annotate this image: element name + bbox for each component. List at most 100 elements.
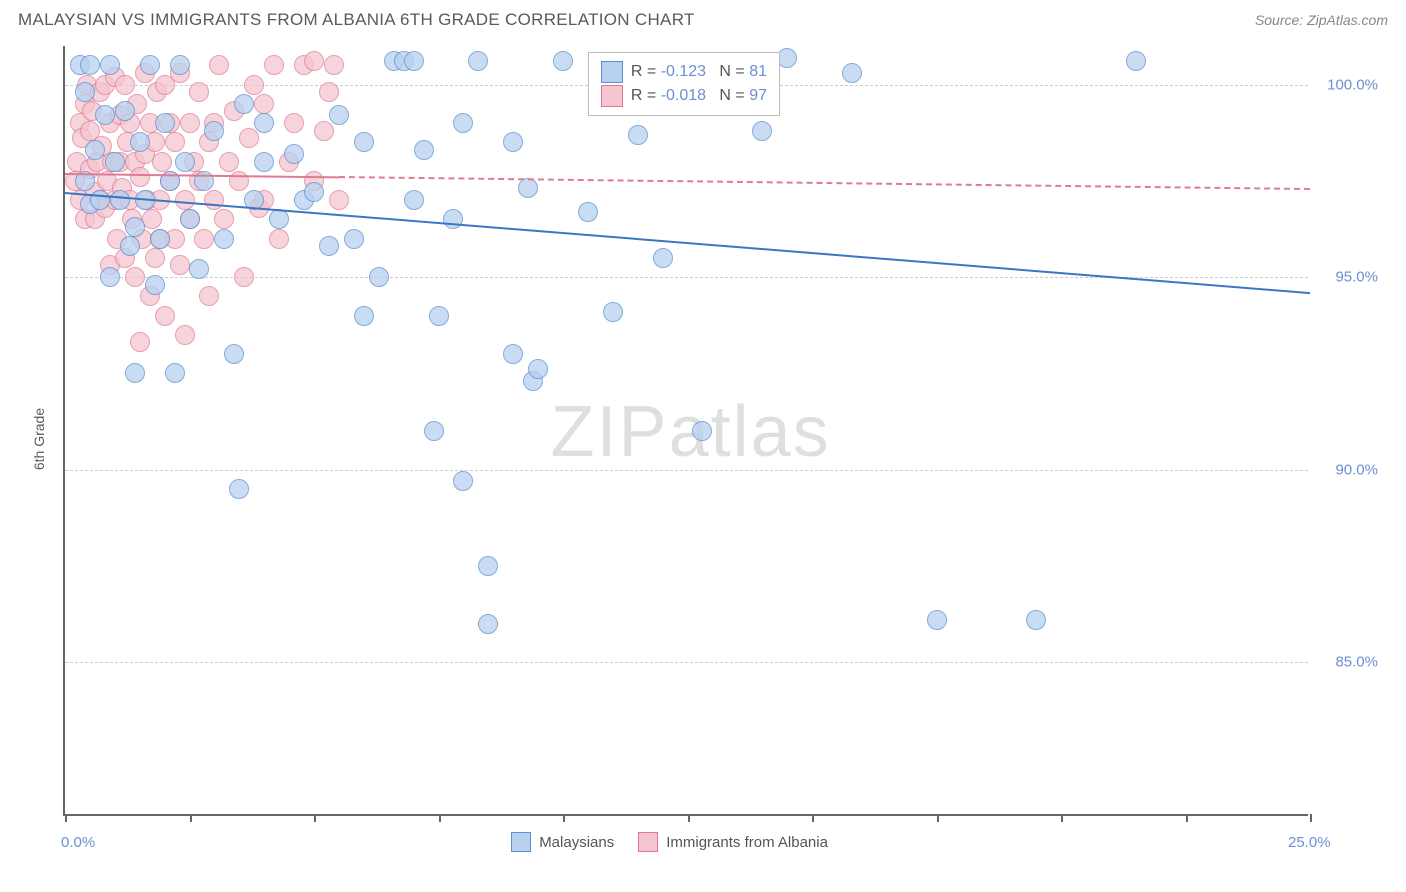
data-point [90,190,110,210]
data-point [145,275,165,295]
data-point [125,217,145,237]
data-point [777,48,797,68]
plot-area: 85.0%90.0%95.0%100.0%ZIPatlasR = -0.123 … [63,46,1308,816]
data-point [404,190,424,210]
data-point [85,140,105,160]
legend-label: Immigrants from Albania [666,834,828,851]
data-point [234,267,254,287]
data-point [578,202,598,222]
x-tick [937,814,939,822]
data-point [284,144,304,164]
data-point [453,471,473,491]
data-point [155,113,175,133]
data-point [1126,51,1146,71]
data-point [314,121,334,141]
data-point [150,229,170,249]
x-tick [439,814,441,822]
data-point [284,113,304,133]
data-point [175,325,195,345]
legend-swatch [601,85,623,107]
data-point [214,229,234,249]
data-point [75,82,95,102]
x-tick [563,814,565,822]
y-tick-label: 85.0% [1335,654,1378,671]
data-point [100,267,120,287]
data-point [189,82,209,102]
data-point [254,94,274,114]
data-point [130,332,150,352]
data-point [229,171,249,191]
data-point [304,51,324,71]
data-point [429,306,449,326]
data-point [175,190,195,210]
stats-row: R = -0.018 N = 97 [601,85,767,107]
data-point [344,229,364,249]
data-point [165,132,185,152]
y-axis-title: 6th Grade [31,408,47,470]
data-point [209,55,229,75]
data-point [842,63,862,83]
data-point [170,255,190,275]
data-point [219,152,239,172]
data-point [115,75,135,95]
data-point [95,105,115,125]
x-axis-max-label: 25.0% [1288,834,1331,851]
data-point [269,209,289,229]
data-point [244,75,264,95]
data-point [354,306,374,326]
correlation-scatter-chart: 85.0%90.0%95.0%100.0%ZIPatlasR = -0.123 … [18,38,1388,878]
stats-text: R = -0.123 N = 81 [631,63,767,81]
data-point [120,236,140,256]
y-tick-label: 95.0% [1335,269,1378,286]
data-point [628,125,648,145]
data-point [264,55,284,75]
data-point [170,55,190,75]
data-point [155,306,175,326]
data-point [145,248,165,268]
data-point [180,113,200,133]
x-tick [1061,814,1063,822]
data-point [229,479,249,499]
data-point [503,344,523,364]
data-point [140,55,160,75]
stats-legend-box: R = -0.123 N = 81 R = -0.018 N = 97 [588,52,780,116]
data-point [239,128,259,148]
x-tick [190,814,192,822]
data-point [125,267,145,287]
x-tick [65,814,67,822]
legend-label: Malaysians [539,834,614,851]
x-tick [1186,814,1188,822]
data-point [443,209,463,229]
data-point [194,229,214,249]
gridline-h [65,470,1308,471]
chart-title: MALAYSIAN VS IMMIGRANTS FROM ALBANIA 6TH… [18,10,695,30]
x-tick [314,814,316,822]
data-point [414,140,434,160]
data-point [175,152,195,172]
stats-row: R = -0.123 N = 81 [601,61,767,83]
data-point [152,152,172,172]
data-point [142,209,162,229]
data-point [603,302,623,322]
y-tick-label: 90.0% [1335,461,1378,478]
data-point [319,82,339,102]
data-point [204,121,224,141]
x-tick [688,814,690,822]
data-point [1026,610,1046,630]
data-point [269,229,289,249]
chart-source: Source: ZipAtlas.com [1255,12,1388,28]
data-point [319,236,339,256]
stats-text: R = -0.018 N = 97 [631,87,767,105]
data-point [692,421,712,441]
data-point [214,209,234,229]
data-point [329,190,349,210]
legend-item: Immigrants from Albania [638,832,828,852]
x-tick [812,814,814,822]
data-point [329,105,349,125]
legend-swatch [511,832,531,852]
x-axis-min-label: 0.0% [61,834,95,851]
data-point [165,363,185,383]
data-point [304,182,324,202]
x-tick [1310,814,1312,822]
data-point [354,132,374,152]
